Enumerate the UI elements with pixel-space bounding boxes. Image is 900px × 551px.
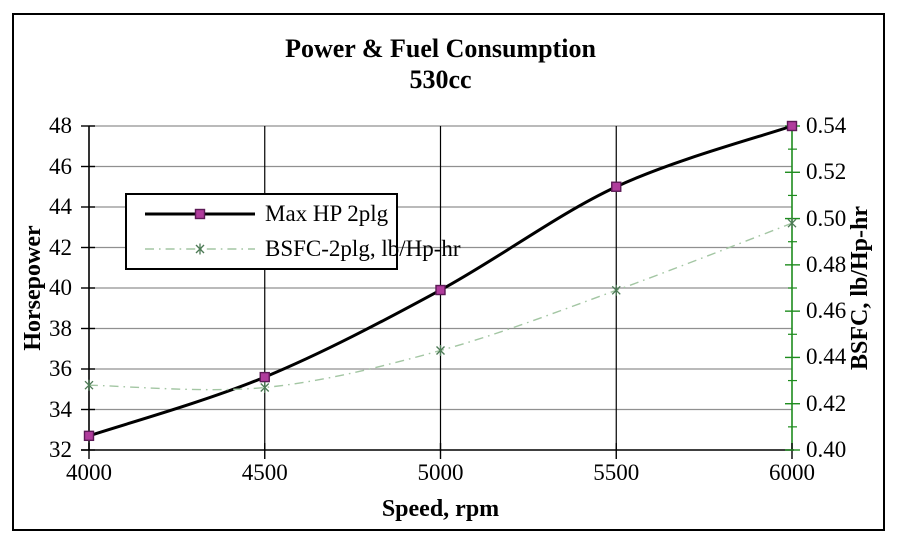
star-marker — [436, 344, 445, 356]
y-axis-right-tick-label: 0.52 — [806, 159, 847, 185]
x-axis-tick-label: 4000 — [66, 460, 112, 485]
y-axis-left-tick-label: 48 — [49, 113, 72, 138]
star-marker — [260, 382, 270, 394]
x-axis-title: Speed, rpm — [381, 496, 500, 522]
y-axis-left-tick-label: 38 — [49, 315, 72, 341]
star-marker — [611, 284, 621, 296]
y-axis-left-tick-label: 40 — [49, 275, 72, 300]
square-marker — [194, 208, 206, 219]
legend-item-max-hp: Max HP 2plg — [127, 197, 396, 231]
legend-item-bsfc: BSFC-2plg, lb/Hp-hr — [127, 232, 461, 266]
square-marker — [435, 284, 446, 296]
y-axis-left-tick-label: 44 — [49, 194, 72, 219]
x-axis-tick-label: 5500 — [593, 460, 640, 485]
y-axis-right-tick-label: 0.50 — [806, 205, 847, 231]
star-marker — [84, 379, 94, 391]
chart-title: Power & Fuel Consumption — [285, 34, 596, 63]
square-marker — [786, 120, 798, 132]
x-axis-tick-label: 4500 — [241, 460, 288, 485]
y-axis-right-tick-label: 0.44 — [806, 344, 847, 370]
legend: Max HP 2plg BSFC-2plg, lb/Hp-hr — [125, 193, 461, 270]
legend-label: BSFC-2plg, lb/Hp-hr — [265, 236, 461, 262]
star-marker — [195, 243, 205, 255]
y-axis-right-tick-label: 0.54 — [806, 113, 847, 138]
star-marker — [787, 217, 797, 229]
y-axis-right-tick-label: 0.46 — [806, 298, 847, 324]
y-axis-right-tick-label: 0.40 — [806, 437, 847, 462]
square-marker — [611, 181, 622, 192]
x-axis-tick-label: 5000 — [417, 460, 464, 485]
square-marker — [83, 430, 95, 442]
y-axis-right-tick-label: 0.42 — [806, 390, 847, 416]
y-axis-left-tick-label: 42 — [49, 234, 72, 260]
x-axis-tick-label: 6000 — [769, 460, 815, 485]
legend-label: Max HP 2plg — [265, 200, 389, 226]
chart-title-block: Power & Fuel Consumption 530cc — [89, 33, 792, 95]
square-marker — [259, 371, 270, 383]
y-axis-left-tick-label: 32 — [49, 437, 72, 462]
legend-line-sample-icon — [145, 208, 255, 219]
y-axis-left-tick-label: 46 — [49, 153, 72, 179]
chart-subtitle: 530cc — [409, 65, 472, 94]
y-axis-left-tick-label: 36 — [49, 356, 72, 381]
legend-line-sample-icon — [145, 243, 255, 255]
chart-border — [12, 13, 885, 531]
y-axis-left-tick-label: 34 — [49, 396, 72, 422]
y-axis-right-tick-label: 0.48 — [806, 251, 847, 277]
